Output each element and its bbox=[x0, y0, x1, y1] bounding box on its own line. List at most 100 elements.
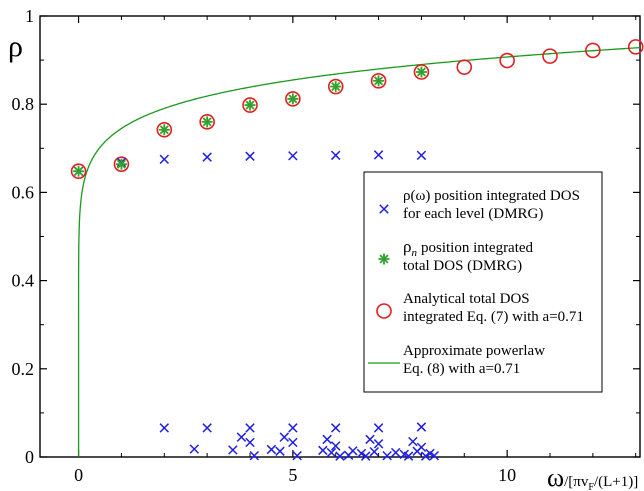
analytical-point bbox=[199, 114, 215, 130]
dos-level-point bbox=[390, 447, 401, 458]
dos-level-point bbox=[288, 423, 298, 433]
legend-entry-analytical: Analytical total DOS integrated Eq. (7) … bbox=[376, 291, 584, 325]
dos-level-point bbox=[292, 450, 302, 461]
legend: ρ(ω) position integrated DOS for each le… bbox=[363, 171, 603, 393]
y-tick-label: 0 bbox=[25, 447, 34, 467]
dos-level-point bbox=[249, 450, 260, 461]
dos-level-point bbox=[236, 432, 247, 442]
dos-level-point bbox=[245, 151, 255, 161]
analytical-point bbox=[242, 97, 258, 113]
dos-level-point bbox=[245, 423, 255, 433]
series-layer bbox=[70, 39, 644, 461]
analytical-point bbox=[70, 163, 87, 180]
x-tick-label: 10 bbox=[498, 465, 516, 485]
dos-level-point bbox=[266, 444, 277, 455]
legend-entry-powerlaw: Approximate powerlaw Eq. (8) with a=0.71 bbox=[368, 343, 545, 377]
dos-level-point bbox=[189, 444, 200, 454]
total-dos-point bbox=[373, 75, 385, 87]
total-dos-point bbox=[115, 158, 127, 170]
dos-level-point bbox=[330, 150, 341, 161]
dos-level-point bbox=[382, 450, 392, 461]
legend-text-dos-level-line2: for each level (DMRG) bbox=[403, 206, 543, 222]
dos-level-point bbox=[322, 434, 332, 445]
dos-level-point bbox=[330, 441, 341, 451]
legend-text-analytical-line1: Analytical total DOS bbox=[403, 291, 530, 307]
dos-level-point bbox=[228, 445, 238, 455]
dos-level-point bbox=[326, 447, 337, 458]
analytical-point bbox=[542, 48, 558, 64]
analytical-point bbox=[113, 156, 130, 172]
y-axis-label: ρ bbox=[8, 30, 23, 63]
legend-text-rho-sub: n bbox=[411, 247, 417, 259]
analytical-point bbox=[627, 39, 644, 55]
analytical-point bbox=[413, 64, 430, 80]
total-dos-point bbox=[201, 116, 213, 128]
legend-text-powerlaw-line1: Approximate powerlaw bbox=[403, 343, 545, 359]
legend-marker-star bbox=[378, 253, 390, 265]
analytical-point bbox=[456, 59, 473, 75]
x-axis-label-sub: F bbox=[588, 482, 594, 491]
y-tick-label: 0.4 bbox=[12, 271, 35, 291]
y-tick-label: 0.6 bbox=[12, 182, 35, 202]
dos-level-point bbox=[202, 152, 212, 162]
dos-level-point bbox=[373, 150, 384, 160]
dos-level-point bbox=[288, 437, 298, 448]
dos-level-point bbox=[408, 436, 418, 447]
legend-text-analytical-line2: integrated Eq. (7) with a=0.71 bbox=[403, 309, 584, 325]
legend-marker-circle bbox=[376, 303, 392, 319]
total-dos-point bbox=[330, 81, 342, 93]
svg-text:ω/[πvF/(L+1)]: ω/[πvF/(L+1)] bbox=[547, 463, 638, 491]
dos-level-point bbox=[373, 439, 384, 449]
dos-level-point bbox=[365, 434, 375, 445]
total-dos-point bbox=[158, 124, 170, 136]
y-tick-label: 0.8 bbox=[12, 94, 35, 114]
dos-level-point bbox=[275, 446, 285, 456]
dos-level-point bbox=[330, 423, 341, 433]
dos-level-point bbox=[412, 446, 422, 456]
dos-level-point bbox=[416, 150, 427, 161]
x-axis-label-tail: /(L+1)] bbox=[594, 474, 638, 490]
total-dos-point bbox=[287, 93, 299, 105]
legend-entry-total-dos: ρn position integrated total DOS (DMRG) bbox=[378, 237, 534, 274]
legend-symbol bbox=[379, 204, 389, 214]
series-dos-level-point bbox=[73, 150, 440, 461]
dos-level-point bbox=[245, 437, 255, 448]
y-tick-label: 0.2 bbox=[12, 359, 35, 379]
axis-ticks: 0 5 10 0 0.2 0.4 0.6 0.8 1 bbox=[12, 6, 640, 485]
total-dos-point bbox=[244, 99, 256, 111]
legend-text-rho: ρ bbox=[403, 237, 411, 256]
x-axis-label: ω/[πvF/(L+1)] bbox=[547, 463, 638, 491]
analytical-point bbox=[327, 78, 344, 95]
dos-level-point bbox=[356, 448, 367, 459]
dos-level-point bbox=[429, 450, 440, 461]
analytical-point bbox=[585, 42, 601, 59]
dos-level-point bbox=[279, 432, 290, 442]
legend-text-powerlaw-line2: Eq. (8) with a=0.71 bbox=[403, 361, 520, 377]
dos-level-point bbox=[159, 154, 170, 165]
analytical-point bbox=[370, 73, 387, 89]
legend-entry-dos-level: ρ(ω) position integrated DOS for each le… bbox=[379, 188, 580, 222]
legend-text-dos-level-line1: ρ(ω) position integrated DOS bbox=[403, 188, 580, 204]
analytical-point bbox=[156, 121, 173, 138]
series-total-dos-point bbox=[73, 66, 427, 177]
y-tick-label: 1 bbox=[25, 6, 34, 26]
dos-level-point bbox=[373, 423, 384, 433]
legend-text-total-dos-line2: total DOS (DMRG) bbox=[403, 258, 522, 274]
dos-level-point bbox=[369, 446, 380, 457]
dos-level-point bbox=[420, 451, 431, 461]
series-analytical-point bbox=[70, 39, 644, 180]
dos-level-point bbox=[318, 445, 328, 456]
legend-symbol bbox=[378, 253, 390, 265]
total-dos-point bbox=[73, 165, 85, 177]
analytical-point bbox=[285, 91, 301, 107]
x-axis-label-unit: /[πv bbox=[564, 474, 589, 490]
analytical-point bbox=[499, 52, 515, 69]
dos-level-point bbox=[288, 151, 298, 161]
dos-level-point bbox=[360, 451, 371, 461]
legend-symbol bbox=[376, 303, 392, 319]
x-axis-label-main: ω bbox=[547, 463, 564, 491]
x-tick-label: 0 bbox=[74, 465, 83, 485]
dos-level-point bbox=[159, 423, 170, 433]
